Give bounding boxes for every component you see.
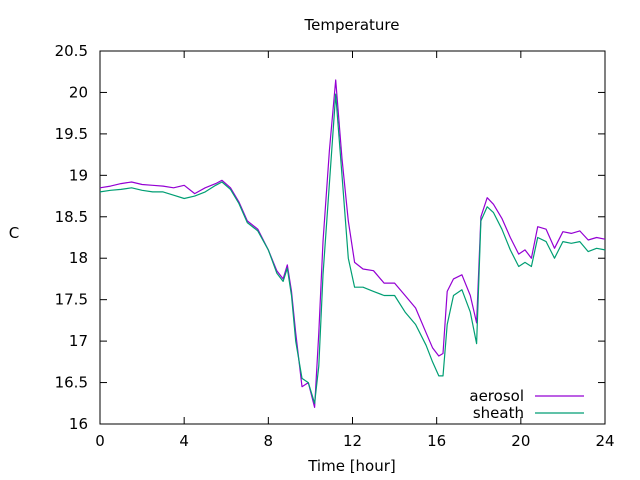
y-tick-label: 16.5 [55, 374, 88, 392]
y-tick-label: 16 [69, 415, 88, 433]
x-tick-label: 20 [511, 432, 530, 450]
x-tick-label: 0 [95, 432, 105, 450]
y-tick-label: 20 [69, 83, 88, 101]
y-tick-labels: 16 16.5 17 17.5 18 18.5 19 19.5 20 20.5 [55, 42, 88, 433]
x-tick-label: 8 [264, 432, 274, 450]
series-line-sheath [99, 93, 606, 404]
y-axis-title: C [9, 224, 19, 242]
x-tick-labels: 0 4 8 12 16 20 24 [95, 432, 614, 450]
plot-frame [99, 50, 606, 425]
x-tick-label: 12 [343, 432, 362, 450]
x-tick-label: 16 [427, 432, 446, 450]
x-axis-title: Time [hour] [307, 457, 396, 475]
x-tick-label: 4 [179, 432, 189, 450]
chart-title: Temperature [303, 16, 399, 34]
legend-label-aerosol: aerosol [469, 387, 524, 405]
y-tick-label: 18 [69, 249, 88, 267]
series-line-aerosol [99, 79, 606, 408]
y-tick-label: 19 [69, 166, 88, 184]
y-tick-label: 18.5 [55, 208, 88, 226]
y-tick-label: 17.5 [55, 291, 88, 309]
y-tick-label: 19.5 [55, 125, 88, 143]
series-lines [99, 79, 606, 408]
y-tick-label: 17 [69, 332, 88, 350]
x-tick-label: 24 [595, 432, 614, 450]
y-tick-label: 20.5 [55, 42, 88, 60]
legend-label-sheath: sheath [473, 404, 524, 422]
tick-marks [99, 50, 606, 425]
